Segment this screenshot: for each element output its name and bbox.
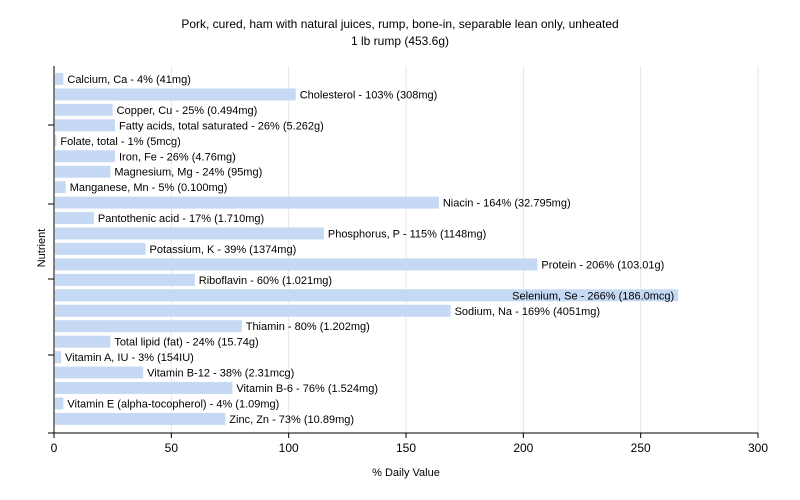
bar-label: Riboflavin - 60% (1.021mg) bbox=[199, 275, 332, 287]
bar bbox=[55, 304, 451, 317]
bar bbox=[55, 165, 111, 178]
axes: 0 50 100 150 200 250 300 bbox=[48, 66, 768, 455]
x-tick-label: 0 bbox=[51, 441, 58, 455]
bar-label: Protein - 206% (103.01g) bbox=[541, 259, 664, 271]
bar-label: Niacin - 164% (32.795mg) bbox=[443, 198, 571, 210]
bar-label: Vitamin B-6 - 76% (1.524mg) bbox=[236, 383, 378, 395]
bar-label: Fatty acids, total saturated - 26% (5.26… bbox=[119, 120, 324, 132]
bar bbox=[55, 289, 679, 302]
bar bbox=[55, 412, 226, 425]
x-tick-label: 150 bbox=[396, 441, 416, 455]
bar bbox=[55, 366, 144, 379]
bar-label: Total lipid (fat) - 24% (15.74g) bbox=[114, 337, 258, 349]
bar-label: Cholesterol - 103% (308mg) bbox=[300, 89, 438, 101]
bar-label: Thiamin - 80% (1.202mg) bbox=[246, 321, 370, 333]
bar-label: Pantothenic acid - 17% (1.710mg) bbox=[98, 213, 264, 225]
bar bbox=[55, 119, 116, 132]
bar bbox=[55, 382, 233, 394]
bar-labels: Calcium, Ca - 4% (41mg) Cholesterol - 103… bbox=[60, 74, 674, 426]
bar bbox=[55, 150, 116, 163]
bar bbox=[55, 212, 94, 225]
x-tick-label: 300 bbox=[748, 441, 768, 455]
bar-label: Sodium, Na - 169% (4051mg) bbox=[455, 306, 601, 318]
x-tick-label: 200 bbox=[513, 441, 533, 455]
bar-label: Copper, Cu - 25% (0.494mg) bbox=[117, 105, 258, 117]
bar bbox=[55, 258, 538, 271]
bar bbox=[55, 242, 146, 255]
bar bbox=[55, 134, 57, 147]
bars bbox=[55, 73, 679, 425]
bar-label: Calcium, Ca - 4% (41mg) bbox=[67, 74, 190, 86]
bar-label: Manganese, Mn - 5% (0.100mg) bbox=[70, 182, 228, 194]
bar-label: Magnesium, Mg - 24% (95mg) bbox=[114, 167, 262, 179]
bar-label: Vitamin E (alpha-tocopherol) - 4% (1.09m… bbox=[67, 398, 279, 410]
bar-label: Zinc, Zn - 73% (10.89mg) bbox=[229, 414, 354, 426]
bar bbox=[55, 88, 296, 101]
bar bbox=[55, 196, 439, 209]
bar bbox=[55, 103, 113, 116]
bar bbox=[55, 273, 195, 286]
grid-lines bbox=[170, 66, 759, 433]
bar bbox=[55, 181, 66, 194]
bar-label: Potassium, K - 39% (1374mg) bbox=[150, 244, 297, 256]
chart-title-block: Pork, cured, ham with natural juices, ru… bbox=[0, 16, 800, 50]
bar-label: Selenium, Se - 266% (186.0mcg) bbox=[512, 290, 674, 302]
bar bbox=[55, 227, 324, 240]
y-axis-title: Nutrient bbox=[36, 229, 48, 268]
x-tick-label: 250 bbox=[631, 441, 651, 455]
chart-title: Pork, cured, ham with natural juices, ru… bbox=[181, 17, 619, 31]
bar-label: Folate, total - 1% (5mcg) bbox=[60, 136, 180, 148]
x-tick-label: 50 bbox=[165, 441, 179, 455]
x-axis-title: % Daily Value bbox=[372, 467, 440, 479]
bar bbox=[55, 351, 62, 364]
x-tick-label: 100 bbox=[279, 441, 299, 455]
bar bbox=[55, 73, 64, 85]
bar-label: Vitamin B-12 - 38% (2.31mcg) bbox=[147, 368, 294, 380]
bar bbox=[55, 397, 64, 410]
bar bbox=[55, 335, 111, 348]
bar-label: Iron, Fe - 26% (4.76mg) bbox=[119, 151, 236, 163]
bar-label: Phosphorus, P - 115% (1148mg) bbox=[328, 229, 486, 241]
bar bbox=[55, 320, 242, 333]
chart-subtitle: 1 lb rump (453.6g) bbox=[350, 34, 450, 48]
bar-label: Vitamin A, IU - 3% (154IU) bbox=[65, 352, 194, 364]
